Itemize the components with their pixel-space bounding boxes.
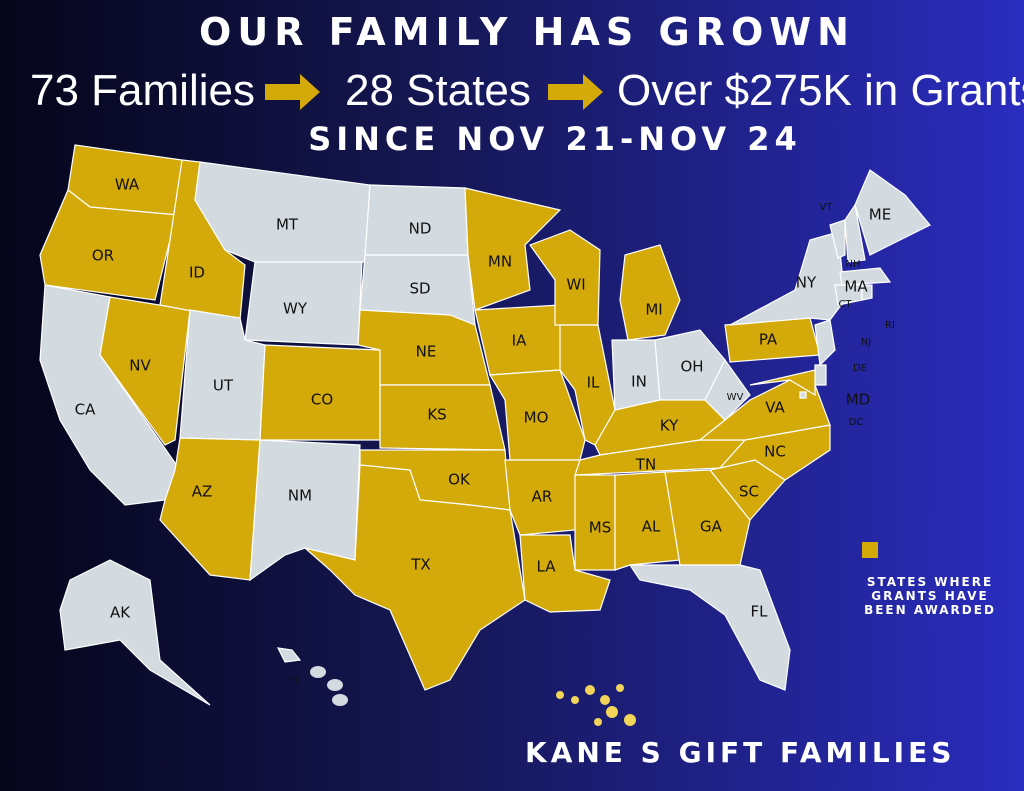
state-label: AL [642,518,661,536]
state-label: NC [764,443,786,461]
state-label: GA [700,518,723,536]
state-label: DC [849,417,864,428]
state-label: OK [448,471,471,489]
state-label: DE [853,363,867,374]
state-shape [59,559,211,706]
state-label: CA [75,401,96,419]
arrow [265,74,320,110]
island [332,694,348,706]
state-shape [304,464,526,691]
state-shape [799,391,807,399]
state-shape [464,187,562,311]
state-label: VT [820,202,834,213]
footer: KANE S GIFT FAMILIES [525,736,955,769]
state-label: SD [409,280,430,298]
state-label: NJ [861,337,871,348]
state-shape [861,284,873,301]
state-shape [814,319,836,367]
state-label: ID [189,264,205,282]
state-label: WY [283,300,308,318]
state-label: OR [92,247,114,265]
butterflies [556,684,636,726]
state-label: NM [288,487,312,505]
legend-text: GRANTS HAVE [871,589,988,603]
state-label: AK [110,604,131,622]
state-shape [574,474,616,571]
legend-swatch [862,542,878,558]
state-label: UT [213,377,234,395]
state-label: WI [566,276,585,294]
state-label: IN [631,373,647,391]
state-shape [504,459,581,536]
state-label: SC [739,483,759,501]
state-label: MI [645,301,662,319]
state-label: CO [311,391,333,409]
state-label: MT [276,216,299,234]
state-label: NH [846,259,861,270]
stat: 73 Families [30,66,255,115]
state-label: WV [727,392,744,403]
stat: Over $275K in Grants [617,66,1024,115]
legend-text: BEEN AWARDED [864,603,996,617]
state-shape [559,324,616,446]
state-shape [159,437,261,581]
state-shape [628,564,791,691]
state-label: ME [869,206,891,224]
states [39,144,931,706]
state-shape [844,203,866,263]
arrow [548,74,603,110]
legend-text: STATES WHERE [867,575,993,589]
state-label: IA [512,332,527,350]
state-shape [619,244,681,341]
state-label: FL [751,603,769,621]
state-label: AR [532,488,553,506]
state-label: ND [409,220,432,238]
state-label: KS [427,406,446,424]
state-label: NY [796,274,817,292]
state-shape [704,358,751,421]
state-label: NE [416,343,437,361]
period: SINCE NOV 21-NOV 24 [308,120,802,158]
state-shape [614,471,681,571]
island [310,666,326,678]
state-label: MN [488,253,512,271]
state-shape [829,219,846,259]
stat: 28 States [345,66,531,115]
state-label: AZ [192,483,213,501]
state-shape [854,169,931,256]
title: OUR FAMILY HAS GROWN [199,10,855,54]
state-label: OH [680,358,703,376]
island [327,679,343,691]
state-label: LA [537,558,557,576]
state-shape [839,267,892,286]
state-label: TN [635,456,656,474]
state-label: CT [838,299,852,310]
state-label: IL [587,374,600,392]
state-label: MO [524,409,549,427]
state-label: RI [885,320,895,331]
state-label: VA [765,399,785,417]
state-label: PA [759,331,778,349]
state-shape [519,534,611,613]
state-label: WA [115,176,140,194]
state-label: MA [844,278,868,296]
state-label: MS [589,519,611,537]
state-label: TX [410,556,430,574]
state-shape [276,647,302,663]
state-label: HI [290,675,300,686]
state-labels: WA OR CA NV ID MT WY UT AZ CO NM ND SD NE KS OK TX MN IA MO… [75,176,895,687]
state-shape [729,231,846,326]
state-shape [39,189,179,301]
state-shape [814,364,827,386]
state-label: KY [660,417,679,435]
state-label: NV [129,357,151,375]
state-label: MD [846,391,871,409]
state-shape [749,369,816,397]
